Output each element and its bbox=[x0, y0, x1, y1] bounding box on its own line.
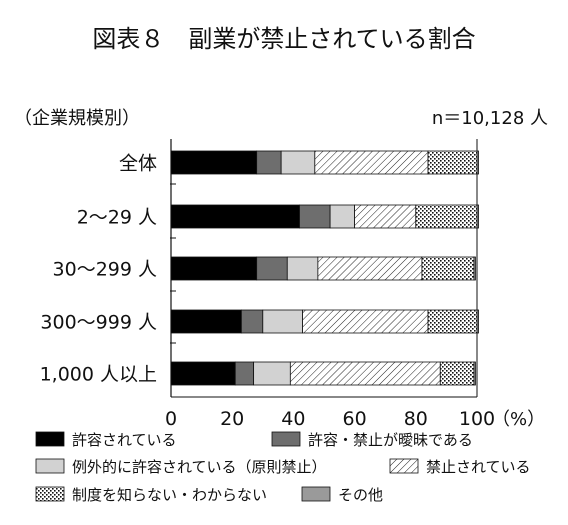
bar-segment-5-4 bbox=[289, 361, 441, 386]
legend-swatch-4 bbox=[389, 458, 419, 474]
category-label-3: 30～299 人 bbox=[53, 259, 157, 281]
bar-segment-2-3 bbox=[329, 204, 355, 229]
bar-segment-4-5 bbox=[427, 309, 478, 334]
legend-label-1: 許容されている bbox=[72, 431, 177, 449]
bar-segment-4-6 bbox=[476, 309, 479, 334]
bar-segment-2-1 bbox=[170, 204, 300, 229]
bar-segment-1-3 bbox=[280, 150, 316, 175]
legend-label-4: 禁止されている bbox=[426, 458, 531, 476]
legend-swatch-2 bbox=[271, 431, 301, 447]
bar-segment-1-1 bbox=[170, 150, 258, 175]
x-tick-label-0: 0 bbox=[165, 408, 177, 430]
bar-segment-2-2 bbox=[299, 204, 331, 229]
chart-title: 図表８ 副業が禁止されている割合 bbox=[92, 25, 475, 53]
legend-label-5: 制度を知らない・わからない bbox=[72, 486, 267, 504]
bar-segment-4-4 bbox=[302, 309, 429, 334]
legend-swatch-1 bbox=[35, 431, 65, 447]
bar-segment-1-5 bbox=[427, 150, 478, 175]
bar-segment-5-3 bbox=[253, 361, 291, 386]
x-axis-unit: （%） bbox=[492, 409, 545, 430]
x-tick-label-40: 40 bbox=[281, 408, 305, 430]
category-axis-label: （企業規模別） bbox=[14, 108, 140, 129]
legend-swatch-5 bbox=[35, 486, 65, 502]
bar-segment-3-6 bbox=[473, 256, 476, 281]
bar-segment-3-3 bbox=[286, 256, 319, 281]
bar-segment-2-4 bbox=[354, 204, 417, 229]
bar-segment-1-6 bbox=[476, 150, 479, 175]
bar-segment-1-2 bbox=[256, 150, 282, 175]
bar-segment-4-3 bbox=[262, 309, 303, 334]
legend-swatch-3 bbox=[35, 458, 65, 474]
bar-segment-1-4 bbox=[314, 150, 429, 175]
category-labels: 全体 2～29 人 30～299 人 300～999 人 1,000 人以上 bbox=[40, 153, 157, 386]
bar-segment-4-1 bbox=[170, 309, 242, 334]
category-label-5: 1,000 人以上 bbox=[40, 364, 157, 386]
bar-segment-3-2 bbox=[256, 256, 288, 281]
legend-label-6: その他 bbox=[338, 486, 383, 504]
bar-segment-3-4 bbox=[317, 256, 423, 281]
sample-note: n＝10,128 人 bbox=[432, 108, 548, 129]
bar-segment-4-2 bbox=[240, 309, 264, 334]
bar-layer bbox=[170, 150, 479, 386]
legend-swatch-6 bbox=[301, 486, 331, 502]
bar-segment-5-2 bbox=[234, 361, 255, 386]
bar-segment-5-5 bbox=[439, 361, 475, 386]
x-tick-label-60: 60 bbox=[343, 408, 367, 430]
bar-segment-3-5 bbox=[421, 256, 475, 281]
x-axis: 0 20 40 60 80 100 bbox=[165, 408, 495, 430]
legend-label-2: 許容・禁止が曖昧である bbox=[308, 431, 473, 449]
category-label-4: 300～999 人 bbox=[40, 312, 157, 334]
category-label-1: 全体 bbox=[119, 153, 157, 175]
x-tick-label-100: 100 bbox=[459, 408, 495, 430]
x-tick-label-20: 20 bbox=[220, 408, 244, 430]
bar-segment-2-5 bbox=[415, 204, 478, 229]
bar-segment-5-6 bbox=[473, 361, 476, 386]
category-label-2: 2～29 人 bbox=[77, 207, 157, 229]
x-tick-label-80: 80 bbox=[404, 408, 428, 430]
bar-segment-3-1 bbox=[170, 256, 258, 281]
legend-label-3: 例外的に許容されている（原則禁止） bbox=[72, 458, 327, 476]
bar-segment-5-1 bbox=[170, 361, 236, 386]
bar-segment-2-6 bbox=[476, 204, 479, 229]
